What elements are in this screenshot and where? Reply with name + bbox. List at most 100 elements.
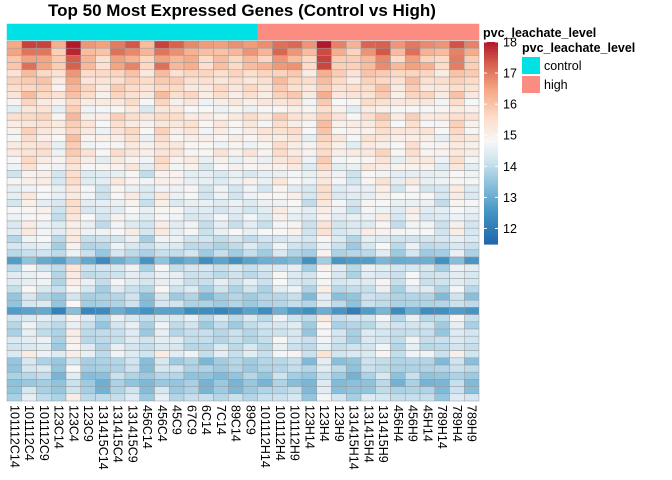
heatmap-cell bbox=[21, 292, 37, 301]
heatmap-cell bbox=[183, 55, 199, 63]
column-label: 6C14 bbox=[199, 405, 213, 435]
colorbar-segment bbox=[484, 135, 498, 139]
heatmap-cell bbox=[154, 321, 170, 330]
heatmap-cell bbox=[464, 40, 480, 49]
heatmap-cell bbox=[405, 55, 421, 63]
heatmap-cell bbox=[36, 47, 52, 56]
heatmap-cell bbox=[65, 285, 81, 294]
heatmap-cell bbox=[301, 307, 317, 315]
heatmap-cell bbox=[257, 163, 273, 171]
heatmap-cell bbox=[124, 263, 140, 272]
heatmap-cell bbox=[80, 177, 96, 186]
colorbar-segment bbox=[484, 52, 498, 56]
heatmap-cell bbox=[287, 76, 303, 85]
heatmap-cell bbox=[21, 235, 37, 243]
heatmap-cell bbox=[154, 55, 170, 63]
heatmap-cell bbox=[405, 69, 421, 78]
heatmap-cell bbox=[198, 62, 214, 71]
heatmap-cell bbox=[405, 249, 421, 258]
heatmap-cell bbox=[183, 220, 199, 229]
heatmap-cell bbox=[419, 184, 435, 193]
heatmap-cell bbox=[169, 343, 185, 351]
heatmap-cell bbox=[183, 170, 199, 179]
heatmap-cell bbox=[51, 379, 67, 387]
column-labels: 101112C14 101112C4 101112C9 123C14 123C4 123C… bbox=[7, 405, 478, 470]
heatmap-cell bbox=[154, 184, 170, 193]
heatmap-cell bbox=[95, 141, 111, 150]
heatmap-cell bbox=[242, 379, 258, 387]
heatmap-cell bbox=[139, 242, 155, 251]
heatmap-cell bbox=[139, 105, 155, 114]
heatmap-cell bbox=[228, 98, 244, 107]
heatmap-cell bbox=[169, 177, 185, 186]
heatmap-cell bbox=[301, 40, 317, 49]
heatmap-cell bbox=[405, 112, 421, 121]
heatmap-cell bbox=[228, 148, 244, 157]
heatmap-cell bbox=[316, 292, 332, 301]
heatmap-cell bbox=[390, 55, 406, 63]
heatmap-cell bbox=[346, 263, 362, 272]
heatmap-cell bbox=[6, 141, 22, 150]
heatmap-cell bbox=[169, 163, 185, 171]
heatmap-cell bbox=[360, 249, 376, 258]
heatmap-cell bbox=[80, 343, 96, 351]
heatmap-cell bbox=[154, 134, 170, 143]
heatmap-cell bbox=[449, 292, 465, 301]
heatmap-cell bbox=[213, 177, 229, 186]
heatmap-cell bbox=[95, 263, 111, 272]
heatmap-cell bbox=[331, 242, 347, 251]
heatmap-cell bbox=[390, 235, 406, 243]
heatmap-cell bbox=[287, 98, 303, 107]
heatmap-cell bbox=[390, 386, 406, 395]
heatmap-cell bbox=[272, 163, 288, 171]
heatmap-cell bbox=[213, 55, 229, 63]
heatmap-cell bbox=[6, 184, 22, 193]
heatmap-cell bbox=[95, 170, 111, 179]
heatmap-cell bbox=[80, 69, 96, 78]
heatmap-cell bbox=[434, 141, 450, 150]
heatmap-cell bbox=[301, 105, 317, 114]
heatmap-cell bbox=[316, 40, 332, 49]
heatmap-cell bbox=[272, 119, 288, 128]
heatmap-cell bbox=[65, 256, 81, 265]
heatmap-cell bbox=[213, 105, 229, 114]
heatmap-cell bbox=[390, 364, 406, 373]
heatmap-cell bbox=[36, 379, 52, 387]
heatmap-cell bbox=[21, 98, 37, 107]
column-label: 789H14 bbox=[435, 405, 449, 449]
annotation-cell bbox=[375, 23, 391, 41]
colorbar-segment bbox=[484, 180, 498, 184]
heatmap-cell bbox=[169, 148, 185, 157]
heatmap-cell bbox=[331, 314, 347, 323]
heatmap-cell bbox=[360, 371, 376, 380]
heatmap-cell bbox=[257, 105, 273, 114]
heatmap-cell bbox=[419, 55, 435, 63]
heatmap-cell bbox=[272, 177, 288, 186]
heatmap-cell bbox=[242, 163, 258, 171]
heatmap-cell bbox=[272, 47, 288, 56]
heatmap-cell bbox=[301, 292, 317, 301]
heatmap-cell bbox=[80, 357, 96, 366]
heatmap-cell bbox=[198, 285, 214, 294]
heatmap-cell bbox=[198, 350, 214, 359]
heatmap-cell bbox=[6, 47, 22, 56]
heatmap-cell bbox=[139, 220, 155, 229]
heatmap-cell bbox=[419, 350, 435, 359]
heatmap-cell bbox=[360, 170, 376, 179]
heatmap-cell bbox=[139, 249, 155, 258]
heatmap-cell bbox=[65, 299, 81, 308]
heatmap-cell bbox=[272, 55, 288, 63]
column-label: 101112H9 bbox=[288, 405, 302, 461]
heatmap-cell bbox=[242, 134, 258, 143]
heatmap-cell bbox=[272, 127, 288, 135]
heatmap-cell bbox=[213, 292, 229, 301]
heatmap-cell bbox=[154, 328, 170, 337]
colorbar-tick-label: 14 bbox=[503, 160, 517, 174]
heatmap-cell bbox=[360, 177, 376, 186]
heatmap-cell bbox=[65, 235, 81, 243]
heatmap-cell bbox=[405, 141, 421, 150]
heatmap-cell bbox=[80, 170, 96, 179]
heatmap-cell bbox=[449, 155, 465, 164]
heatmap-cell bbox=[257, 199, 273, 207]
heatmap-cell bbox=[272, 386, 288, 395]
